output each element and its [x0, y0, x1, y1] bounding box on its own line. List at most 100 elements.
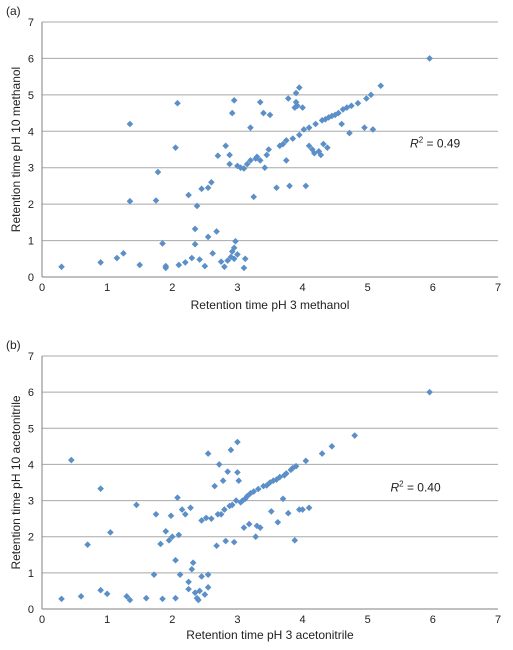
data-point	[232, 238, 239, 245]
data-point	[291, 104, 299, 111]
data-point	[189, 559, 197, 567]
data-point	[176, 571, 184, 578]
data-point	[302, 182, 310, 190]
data-point	[377, 82, 385, 90]
data-point	[276, 473, 284, 481]
data-point	[198, 185, 205, 193]
data-point	[240, 524, 248, 531]
x-tick-label: 2	[169, 282, 175, 294]
data-point	[213, 228, 220, 235]
data-point	[193, 202, 201, 210]
data-point	[232, 497, 240, 504]
data-point	[113, 254, 121, 262]
x-tick-label: 5	[365, 614, 371, 626]
data-point	[276, 142, 284, 150]
data-point	[240, 165, 248, 172]
data-point	[68, 456, 75, 464]
r-superscript: 2	[419, 136, 424, 145]
data-point	[268, 508, 275, 515]
data-point	[58, 263, 65, 271]
data-point	[296, 84, 303, 91]
data-point	[252, 533, 259, 541]
data-point	[289, 464, 297, 472]
data-point	[235, 477, 243, 484]
data-point	[208, 515, 215, 522]
data-point	[247, 157, 254, 164]
chart-panel-a: 0 1 2 3 4 5 6 7 0 1 2 3 4 5 6 7 Retention time pH 3 meth…	[0, 0, 513, 322]
x-tick-label: 7	[495, 282, 501, 294]
x-tick-label: 0	[39, 282, 45, 294]
data-point	[150, 571, 158, 578]
data-point	[58, 595, 65, 603]
data-point	[188, 254, 196, 262]
x-tick-label: 4	[300, 614, 306, 626]
data-point	[274, 518, 282, 526]
data-point	[201, 591, 209, 598]
x-tick-label: 5	[365, 282, 371, 294]
data-point	[300, 126, 308, 133]
data-point	[331, 111, 339, 119]
data-point	[221, 263, 228, 271]
y-tick-label: 5	[28, 90, 34, 102]
data-point	[240, 264, 248, 272]
data-point	[305, 504, 313, 512]
data-point	[279, 495, 287, 503]
data-point	[126, 596, 134, 604]
data-point	[234, 438, 241, 446]
data-point	[185, 578, 192, 586]
data-point	[256, 98, 264, 106]
data-point	[157, 540, 164, 548]
data-point	[305, 142, 313, 150]
data-point	[188, 565, 196, 573]
data-point	[348, 102, 355, 110]
r-squared-annotation: R2 = 0.49	[410, 136, 460, 151]
data-point	[201, 262, 209, 270]
data-point	[339, 106, 347, 113]
data-point	[241, 255, 249, 263]
data-point	[165, 537, 173, 544]
x-tick-label: 1	[104, 282, 110, 294]
panel-label: (a)	[6, 4, 21, 18]
y-tick-label: 6	[28, 53, 34, 65]
r-superscript: 2	[399, 480, 404, 489]
data-point	[159, 595, 166, 603]
data-point	[133, 501, 140, 509]
data-point	[168, 533, 176, 541]
data-point	[126, 120, 134, 128]
data-point	[198, 517, 205, 524]
data-point	[204, 184, 212, 192]
data-point	[254, 485, 262, 493]
x-axis-title: Retention time pH 3 acetonitrile	[186, 628, 354, 642]
data-point	[172, 556, 179, 564]
data-point	[227, 446, 235, 454]
data-point	[302, 457, 310, 465]
data-point	[292, 89, 300, 97]
data-point	[273, 184, 280, 192]
x-tick-label: 4	[300, 282, 306, 294]
data-point	[126, 197, 134, 205]
data-point	[367, 91, 375, 99]
data-point	[202, 514, 210, 522]
x-tick-label: 1	[104, 614, 110, 626]
data-point	[230, 538, 238, 546]
data-point	[315, 148, 323, 155]
data-point	[260, 482, 267, 490]
data-point	[338, 120, 345, 128]
y-tick-label: 0	[28, 272, 34, 284]
data-point	[182, 259, 189, 266]
data-point	[281, 471, 288, 479]
data-point	[299, 104, 306, 111]
data-point	[286, 182, 293, 190]
x-tick-label: 3	[234, 282, 240, 294]
data-point	[191, 240, 199, 248]
data-point	[77, 593, 85, 600]
data-point	[250, 193, 258, 201]
data-point	[282, 137, 290, 144]
y-tick-label: 4	[28, 126, 34, 138]
data-point	[324, 144, 331, 151]
data-point	[237, 164, 244, 172]
data-point	[228, 501, 236, 509]
data-point	[217, 511, 225, 518]
data-point	[167, 512, 175, 520]
data-point	[289, 135, 297, 142]
